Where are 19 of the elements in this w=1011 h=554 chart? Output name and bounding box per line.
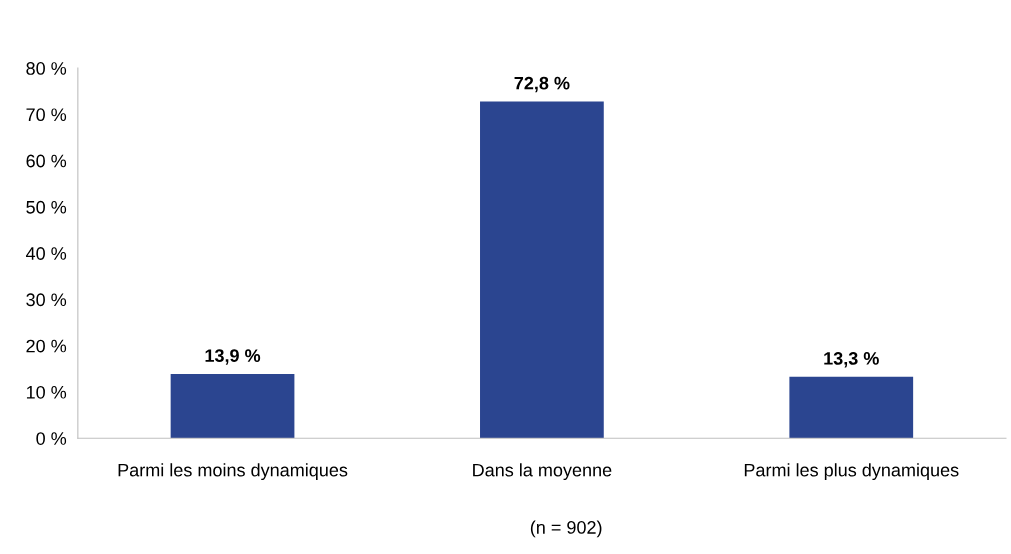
y-tick-label: 0 %	[36, 432, 67, 445]
x-tick-label: Parmi les moins dynamiques	[118, 463, 348, 481]
y-tick-label: 70 %	[26, 108, 67, 122]
y-tick-label: 40 %	[26, 247, 67, 260]
data-label: 13,9 %	[205, 349, 261, 365]
y-tick-label: 80 %	[26, 62, 67, 75]
bar	[789, 376, 914, 439]
data-label: 13,3 %	[824, 352, 879, 368]
y-tick-label: 20 %	[26, 339, 67, 353]
y-tick-label: 50 %	[26, 200, 67, 214]
x-tick-label: Dans la moyenne	[473, 463, 612, 481]
x-tick-label: Parmi les plus dynamiques	[744, 463, 959, 481]
bar	[170, 373, 295, 439]
y-tick-label: 60 %	[26, 154, 67, 168]
text: (n = 902)	[530, 520, 602, 538]
y-tick-label: 10 %	[26, 385, 67, 399]
bar	[480, 101, 604, 439]
data-label: 72,8 %	[514, 76, 570, 93]
y-tick-label: 30 %	[26, 293, 67, 307]
